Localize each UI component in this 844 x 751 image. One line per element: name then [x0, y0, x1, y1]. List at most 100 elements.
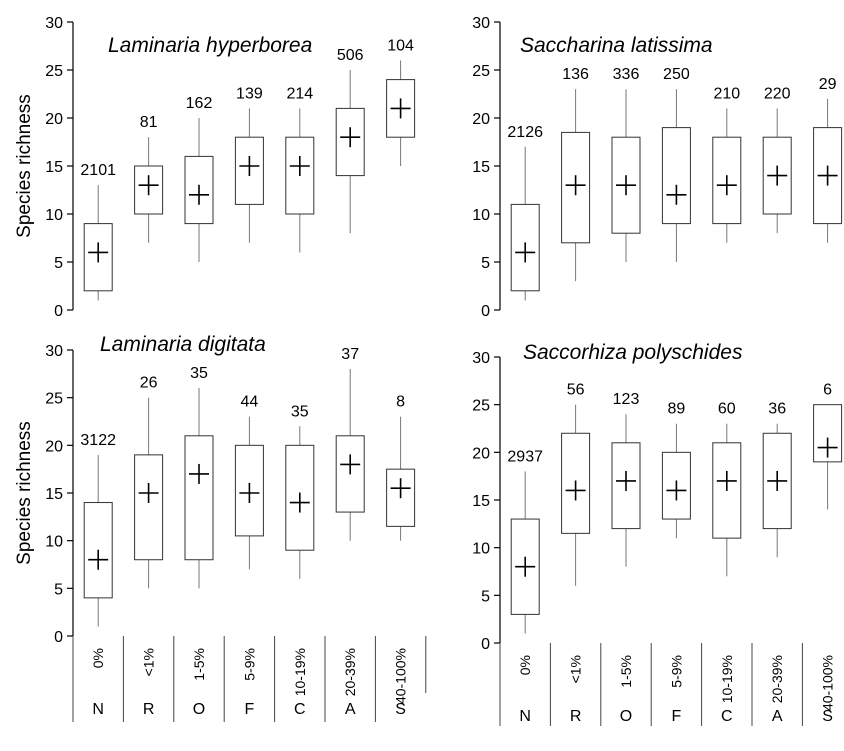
box-1: 3122 — [80, 432, 116, 627]
box-6: 220 — [762, 85, 792, 234]
sample-size-label: 336 — [613, 66, 640, 83]
category-label: 40-100% — [820, 655, 836, 711]
panel-4: 0 5 10 15 20 25 30 Saccorhiza polyschides 2937 56… — [472, 341, 843, 726]
y-tick-label: 20 — [472, 445, 490, 462]
sample-size-label: 37 — [341, 346, 359, 363]
abundance-code: N — [519, 708, 531, 725]
iqr-box — [83, 502, 113, 599]
sample-size-label: 104 — [387, 37, 414, 54]
abundance-code: C — [294, 701, 306, 718]
chart-title: Laminaria digitata — [100, 333, 266, 356]
category-label: 1-5% — [191, 648, 207, 681]
iqr-box — [561, 432, 591, 534]
box-6: 37 — [335, 346, 365, 541]
iqr-box — [386, 79, 416, 138]
y-tick-label: 0 — [481, 303, 490, 320]
iqr-box — [386, 468, 416, 527]
iqr-box — [285, 444, 315, 551]
y-tick-label: 30 — [472, 350, 490, 367]
y-tick-label: 10 — [45, 534, 63, 551]
iqr-box — [813, 127, 843, 225]
abundance-code: F — [672, 708, 682, 725]
sample-size-label: 220 — [764, 85, 791, 102]
chart-title: Laminaria hyperborea — [108, 34, 312, 57]
box-2: 56 — [561, 382, 591, 586]
iqr-box — [134, 454, 164, 561]
y-tick-label: 20 — [45, 111, 63, 128]
y-tick-label: 25 — [45, 63, 63, 80]
abundance-code: O — [620, 708, 632, 725]
y-tick-label: 5 — [481, 588, 490, 605]
category-label: 5-9% — [668, 655, 684, 688]
y-tick-label: 10 — [472, 541, 490, 558]
category-label: 1-5% — [618, 655, 634, 688]
iqr-box — [510, 518, 540, 615]
sample-size-label: 250 — [663, 66, 690, 83]
sample-size-label: 44 — [241, 394, 259, 411]
iqr-box — [184, 155, 214, 225]
iqr-box — [661, 451, 691, 520]
iqr-box — [510, 203, 540, 292]
y-tick-label: 25 — [472, 63, 490, 80]
box-4: 250 — [661, 66, 691, 262]
sample-size-label: 26 — [140, 375, 158, 392]
box-5: 60 — [712, 401, 742, 577]
box-4: 44 — [234, 394, 264, 570]
sample-size-label: 36 — [768, 401, 786, 418]
iqr-box — [762, 432, 792, 530]
iqr-box — [335, 435, 365, 513]
iqr-box — [335, 107, 365, 177]
y-tick-label: 0 — [54, 629, 63, 646]
y-tick-label: 5 — [481, 255, 490, 272]
panel-2: 0 5 10 15 20 25 30 Saccharina latissima 2126 136 3… — [472, 15, 843, 320]
iqr-box — [762, 136, 792, 215]
sample-size-label: 210 — [713, 85, 740, 102]
chart-title: Saccorhiza polyschides — [523, 341, 743, 364]
abundance-code: A — [345, 701, 356, 718]
box-7: 29 — [813, 76, 843, 243]
y-tick-label: 10 — [472, 207, 490, 224]
box-6: 36 — [762, 401, 792, 558]
category-label: <1% — [141, 648, 157, 676]
box-3: 123 — [611, 391, 641, 567]
abundance-code: R — [570, 708, 582, 725]
y-tick-label: 5 — [54, 581, 63, 598]
iqr-box — [611, 442, 641, 530]
box-7: 6 — [813, 382, 843, 510]
box-5: 35 — [285, 403, 315, 579]
category-label: <1% — [568, 655, 584, 683]
category-table: 0% <1% 1-5% 5-9% 10-19% 20-39% 40-100% N R O F C A S — [499, 643, 836, 726]
y-tick-label: 0 — [54, 303, 63, 320]
y-tick-label: 15 — [472, 159, 490, 176]
iqr-box — [184, 435, 214, 561]
category-label: 40-100% — [393, 648, 409, 704]
box-4: 89 — [661, 401, 691, 539]
box-2: 26 — [134, 375, 164, 589]
iqr-box — [661, 127, 691, 225]
category-label: 20-39% — [769, 655, 785, 703]
sample-size-label: 81 — [140, 114, 158, 131]
box-4: 139 — [234, 85, 264, 243]
sample-size-label: 6 — [823, 382, 832, 399]
y-tick-label: 5 — [54, 255, 63, 272]
sample-size-label: 2101 — [80, 162, 116, 179]
y-tick-label: 15 — [472, 493, 490, 510]
sample-size-label: 506 — [337, 47, 364, 64]
box-2: 81 — [134, 114, 164, 243]
sample-size-label: 56 — [567, 382, 585, 399]
box-7: 8 — [386, 394, 416, 541]
abundance-code: F — [245, 701, 255, 718]
box-3: 162 — [184, 95, 214, 262]
y-tick-label: 30 — [45, 343, 63, 360]
sample-size-label: 2126 — [507, 124, 543, 141]
iqr-box — [134, 165, 164, 215]
box-6: 506 — [335, 47, 365, 234]
box-3: 336 — [611, 66, 641, 262]
y-tick-label: 25 — [472, 398, 490, 415]
box-1: 2101 — [80, 162, 116, 301]
y-tick-label: 15 — [45, 159, 63, 176]
y-tick-label: 30 — [472, 15, 490, 32]
iqr-box — [813, 404, 843, 463]
sample-size-label: 162 — [186, 95, 213, 112]
abundance-code: A — [772, 708, 783, 725]
